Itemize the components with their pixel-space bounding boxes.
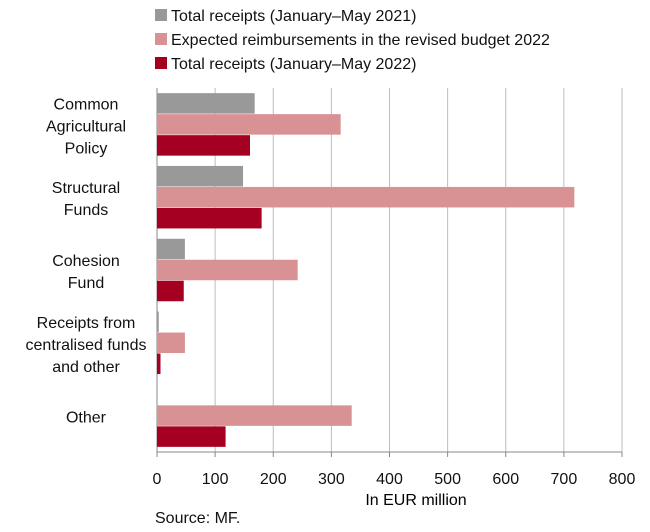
x-tick-label: 400 xyxy=(376,471,403,488)
x-tick-label: 0 xyxy=(153,471,162,488)
legend-swatch xyxy=(155,9,167,21)
category-label: Other xyxy=(66,410,107,427)
bar-series-2 xyxy=(157,259,298,281)
bar-series-1 xyxy=(157,238,185,260)
category-label: Cohesion xyxy=(52,253,120,270)
category-label: Common xyxy=(54,96,119,113)
bar-series-3 xyxy=(157,207,262,229)
bar-series-1 xyxy=(157,165,244,187)
legend-swatch xyxy=(155,33,167,45)
category-label: Agricultural xyxy=(46,118,126,135)
legend: Total receipts (January–May 2021) Expecte… xyxy=(155,8,550,73)
category-label: Policy xyxy=(65,140,108,157)
x-axis-label: In EUR million xyxy=(365,492,466,509)
bar-series-2 xyxy=(157,332,185,354)
x-tick-label: 200 xyxy=(260,471,287,488)
bar-series-2 xyxy=(157,114,341,135)
category-labels: Common Agricultural Policy Structural Funds C… xyxy=(26,96,147,426)
category-label: centralised funds xyxy=(26,337,147,354)
category-label: Receipts from xyxy=(37,315,136,332)
x-tick-label: 500 xyxy=(434,471,461,488)
legend-label: Expected reimbursements in the revised b… xyxy=(171,32,550,49)
category-label: and other xyxy=(52,359,120,376)
bar-series-2 xyxy=(157,405,352,426)
x-tick-label: 600 xyxy=(492,471,519,488)
bar-series-1 xyxy=(157,311,159,333)
bar-series-2 xyxy=(157,186,575,208)
x-tick-label: 300 xyxy=(318,471,345,488)
x-tick-labels: 0 100 200 300 400 500 600 700 800 xyxy=(153,471,636,488)
bar-series-1 xyxy=(157,93,255,114)
bar-series-3 xyxy=(157,135,250,156)
legend-label: Total receipts (January–May 2022) xyxy=(171,56,416,73)
bar-series-3 xyxy=(157,280,184,302)
category-label: Funds xyxy=(64,202,108,219)
bar-series-3 xyxy=(157,353,161,375)
category-label: Fund xyxy=(68,275,104,292)
x-tick-label: 100 xyxy=(202,471,229,488)
x-tick-label: 700 xyxy=(551,471,578,488)
bar-series-3 xyxy=(157,426,226,447)
legend-label: Total receipts (January–May 2021) xyxy=(171,8,416,25)
x-tick-label: 800 xyxy=(609,471,636,488)
category-label: Structural xyxy=(52,180,120,197)
legend-swatch xyxy=(155,57,167,69)
bars xyxy=(157,93,575,447)
source-note: Source: MF. xyxy=(155,510,241,527)
